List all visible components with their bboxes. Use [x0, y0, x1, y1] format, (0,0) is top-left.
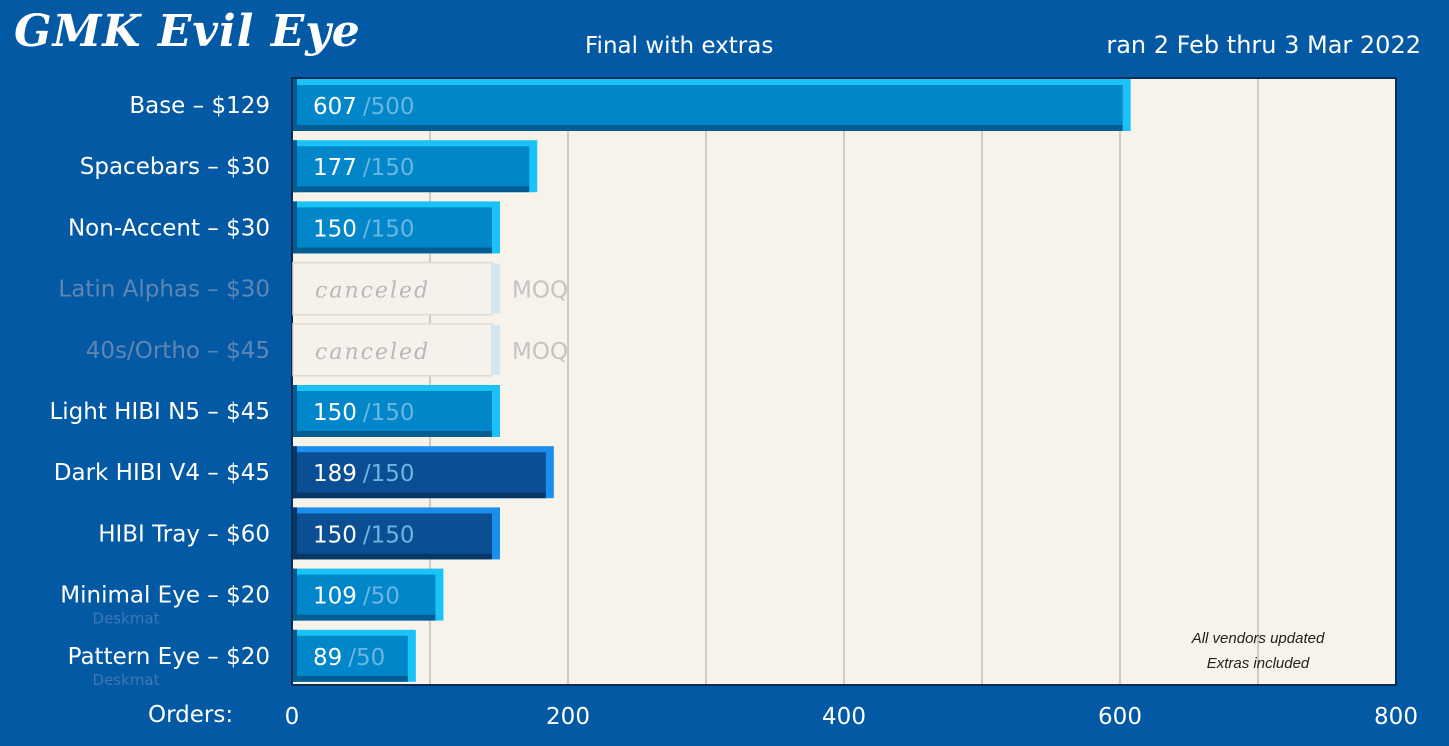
brand-title: GMK Evil Eye — [14, 6, 361, 57]
bar — [293, 635, 408, 676]
bar-left-edge — [293, 568, 297, 621]
bar-left-edge — [293, 629, 297, 682]
goal-label: /150 — [363, 522, 415, 548]
category-label: Latin Alphas – $30 — [58, 277, 270, 303]
canceled-label: canceled — [315, 279, 430, 304]
footnote-line-2: Extras included — [1206, 655, 1310, 672]
canceled-bar — [292, 323, 493, 377]
goal-label: /50 — [348, 645, 385, 671]
value-label: 150 — [313, 400, 357, 426]
footnote-line-1: All vendors updated — [1191, 630, 1325, 647]
bar-row-3: Latin Alphas – $30 canceled MOQ — [58, 261, 568, 316]
category-label: 40s/Ortho – $45 — [86, 338, 270, 364]
canceled-bar-cap — [492, 324, 500, 375]
value-label: 109 — [313, 584, 357, 610]
bar-row-0: Base – $129 607/500 — [129, 79, 1131, 131]
bar-row-4: 40s/Ortho – $45 canceled MOQ — [86, 323, 568, 377]
canceled-label: canceled — [315, 340, 430, 365]
x-tick-label: 800 — [1374, 704, 1418, 730]
bar-row-7: HIBI Tray – $60 150/150 — [98, 507, 500, 560]
bar-row-1: Spacebars – $30 177/150 — [80, 140, 538, 193]
goal-label: /50 — [363, 584, 400, 610]
category-label: HIBI Tray – $60 — [98, 521, 270, 547]
bar — [293, 452, 546, 493]
bar-left-edge — [293, 446, 297, 499]
x-axis-title: Orders: — [148, 702, 234, 728]
x-tick-label: 0 — [285, 704, 300, 730]
value-label: 189 — [313, 461, 357, 487]
bar-left-edge — [293, 79, 297, 131]
goal-label: /500 — [363, 94, 415, 120]
category-label: Dark HIBI V4 – $45 — [54, 460, 270, 486]
bar-row-5: Light HIBI N5 – $45 150/150 — [49, 385, 500, 437]
bar-row-2: Non-Accent – $30 150/150 — [68, 201, 500, 254]
category-label: Spacebars – $30 — [80, 154, 270, 180]
bar — [293, 85, 1123, 125]
bar — [293, 391, 492, 431]
goal-label: /150 — [363, 155, 415, 181]
date-range: ran 2 Feb thru 3 Mar 2022 — [1106, 31, 1421, 59]
goal-label: /150 — [363, 461, 415, 487]
value-label: 150 — [313, 522, 357, 548]
category-label: Light HIBI N5 – $45 — [49, 399, 270, 425]
bar-shadow — [293, 614, 436, 621]
goal-label: /150 — [363, 216, 415, 242]
bar-shadow — [293, 247, 492, 254]
bar — [293, 207, 492, 248]
bar-left-edge — [293, 140, 297, 193]
goal-label: /150 — [363, 400, 415, 426]
chart-subtitle: Final with extras — [585, 33, 774, 59]
moq-label: MOQ — [512, 278, 568, 304]
plot-border — [291, 77, 1397, 686]
category-sublabel: Deskmat — [93, 671, 160, 689]
bar — [293, 146, 530, 187]
x-tick-label: 600 — [1098, 704, 1142, 730]
value-label: 89 — [313, 645, 342, 671]
bar-shadow — [293, 186, 530, 193]
bar — [293, 574, 436, 615]
value-label: 177 — [313, 155, 357, 181]
x-tick-label: 400 — [822, 704, 866, 730]
bar-shadow — [293, 553, 492, 560]
bar-left-edge — [293, 201, 297, 254]
bar-shadow — [293, 125, 1123, 131]
bar-left-edge — [293, 507, 297, 560]
value-label: 150 — [313, 216, 357, 242]
category-label: Pattern Eye – $20 — [68, 644, 270, 670]
bar-shadow — [293, 675, 408, 682]
bar — [293, 513, 492, 554]
bar-row-6: Dark HIBI V4 – $45 189/150 — [54, 446, 554, 499]
category-label: Base – $129 — [129, 93, 270, 119]
bar-shadow — [293, 492, 546, 499]
bar-left-edge — [293, 385, 297, 437]
canceled-bar-cap — [492, 263, 500, 314]
bar-shadow — [293, 431, 492, 437]
category-label: Minimal Eye – $20 — [60, 583, 270, 609]
value-label: 607 — [313, 94, 357, 120]
moq-label: MOQ — [512, 339, 568, 365]
x-tick-label: 200 — [546, 704, 590, 730]
category-sublabel: Deskmat — [93, 610, 160, 628]
footnote: All vendors updated Extras included — [1160, 626, 1356, 676]
category-label: Non-Accent – $30 — [68, 215, 270, 241]
